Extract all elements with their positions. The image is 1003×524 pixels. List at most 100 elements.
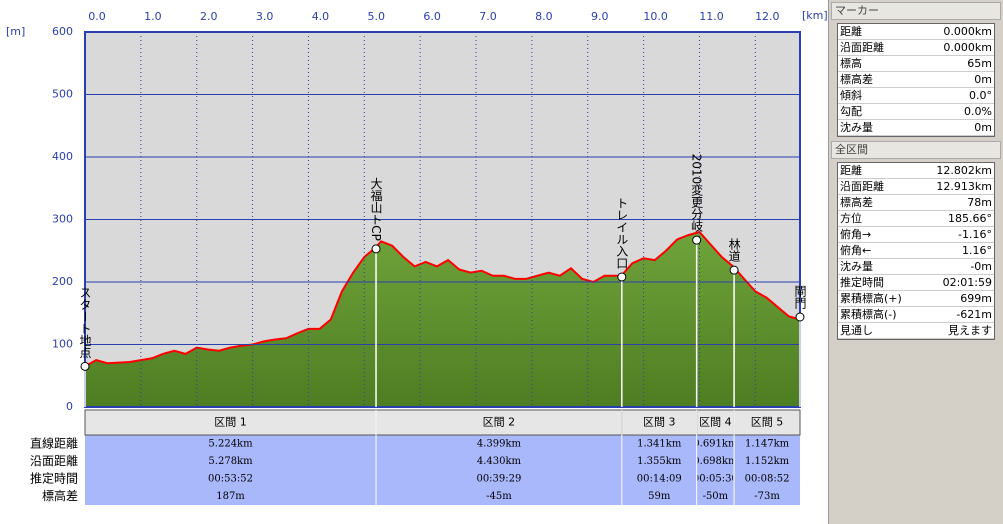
section-cell: 187m <box>216 491 245 502</box>
section-header-label: 区間 3 <box>643 416 676 429</box>
panel-value: 0m <box>974 73 992 86</box>
panel-label: 沿面距離 <box>840 180 884 193</box>
section-header-label: 区間 1 <box>214 416 247 429</box>
panel-row: 沈み量 0m <box>838 120 994 136</box>
side-panel: マーカー 距離 0.000km 沿面距離 0.000km 標高 65m 標高差 0m 傾斜 0.0… <box>828 0 1003 524</box>
x-tick-label: 11.0 <box>699 10 724 23</box>
panel-row: 距離 0.000km <box>838 24 994 40</box>
panel-row: 推定時間 02:01:59 <box>838 275 994 291</box>
panel-label: 沈み量 <box>840 260 873 273</box>
section-cell: 4.399km <box>477 438 522 449</box>
panel-value: 12.802km <box>936 164 992 177</box>
panel-label: 累積標高(+) <box>840 292 902 305</box>
marker-point <box>795 312 805 322</box>
section-cell: 1.355km <box>637 456 682 467</box>
section-header-label: 区間 4 <box>699 416 732 429</box>
section-cell: 5.278km <box>208 456 253 467</box>
x-tick-label: 0.0 <box>88 10 106 23</box>
y-tick-label: 300 <box>52 213 73 226</box>
plot-frame <box>84 31 801 408</box>
panel-value: -0m <box>970 260 992 273</box>
marker-table: 距離 0.000km 沿面距離 0.000km 標高 65m 標高差 0m 傾斜 0.0° 勾配 0.… <box>837 23 995 137</box>
panel-label: 沈み量 <box>840 121 873 134</box>
section-header <box>621 409 698 436</box>
section-cell: -45m <box>486 491 512 502</box>
section-cell: 00:39:29 <box>476 473 521 484</box>
section-cell: 0.691km <box>693 438 738 449</box>
panel-value: 78m <box>967 196 992 209</box>
panel-row: 見通し 見えます <box>838 323 994 339</box>
panel-value: -621m <box>956 308 992 321</box>
panel-label: 標高差 <box>840 196 873 209</box>
panel-label: 沿面距離 <box>840 41 884 54</box>
panel-label: 距離 <box>840 164 862 177</box>
y-tick-label: 400 <box>52 150 73 163</box>
y-tick-label: 0 <box>66 400 73 413</box>
panel-value: 0.000km <box>943 41 992 54</box>
section-cell: 00:08:52 <box>745 473 790 484</box>
row-label: 沿面距離 <box>30 454 78 468</box>
marker-label: 2010変更分岐 <box>690 154 704 233</box>
panel-label: 傾斜 <box>840 89 862 102</box>
y-tick-label: 500 <box>52 88 73 101</box>
panel-value: -1.16° <box>958 228 992 241</box>
panel-value: 699m <box>960 292 992 305</box>
row-label: 推定時間 <box>30 470 78 485</box>
panel-row: 標高差 0m <box>838 72 994 88</box>
section-cell: 1.341km <box>637 438 682 449</box>
panel-row: 沈み量 -0m <box>838 259 994 275</box>
x-tick-label: 8.0 <box>535 10 553 23</box>
marker-label: 閘門 <box>793 285 807 309</box>
x-tick-label: 12.0 <box>755 10 780 23</box>
row-label: 標高差 <box>42 488 78 503</box>
panel-row: 累積標高(+) 699m <box>838 291 994 307</box>
marker-label: 林道 <box>727 238 741 262</box>
x-tick-label: 1.0 <box>144 10 162 23</box>
y-tick-label: 200 <box>52 275 73 288</box>
marker-point <box>371 244 381 254</box>
x-tick-label: 4.0 <box>312 10 330 23</box>
panel-row: 累積標高(-) -621m <box>838 307 994 323</box>
panel-row: 沿面距離 12.913km <box>838 179 994 195</box>
panel-value: 見えます <box>948 324 992 337</box>
panel-title: マーカー <box>831 2 1001 20</box>
panel-row: 距離 12.802km <box>838 163 994 179</box>
panel-label: 標高 <box>840 57 862 70</box>
section-cell: 0.698km <box>693 456 738 467</box>
panel-row: 沿面距離 0.000km <box>838 40 994 56</box>
x-tick-label: 6.0 <box>423 10 441 23</box>
section-cell: 59m <box>648 491 671 502</box>
y-axis-label: [m] <box>6 25 25 38</box>
panel-value: 12.913km <box>936 180 992 193</box>
panel-value: 1.16° <box>962 244 992 257</box>
panel-row: 標高 65m <box>838 56 994 72</box>
row-label: 直線距離 <box>30 435 78 450</box>
x-tick-label: 9.0 <box>591 10 609 23</box>
panel-label: 方位 <box>840 212 862 225</box>
panel-title: 全区間 <box>831 141 1001 159</box>
panel-label: 勾配 <box>840 105 862 118</box>
x-tick-label: 3.0 <box>256 10 274 23</box>
section-cell: 4.430km <box>477 456 522 467</box>
section-header-label: 区間 5 <box>751 416 784 429</box>
marker-point <box>692 235 702 245</box>
profile-chart: [m] [km] 0 100 200 300 400 500 600 0.0 1.0 2.0 3.0… <box>6 9 828 505</box>
panel-row: 俯角→ -1.16° <box>838 227 994 243</box>
panel-label: 見通し <box>840 324 873 337</box>
marker-point <box>729 265 739 275</box>
panel-value: 02:01:59 <box>942 276 992 289</box>
panel-value: 0.0° <box>969 89 992 102</box>
marker-label: トレイル入口 <box>615 197 629 269</box>
x-tick-label: 5.0 <box>368 10 386 23</box>
section-cell: -50m <box>703 491 729 502</box>
section-cell: 1.152km <box>745 456 790 467</box>
panel-row: 傾斜 0.0° <box>838 88 994 104</box>
x-tick-label: 2.0 <box>200 10 218 23</box>
elevation-line <box>84 230 801 368</box>
panel-row: 俯角← 1.16° <box>838 243 994 259</box>
panel-label: 累積標高(-) <box>840 308 897 321</box>
section-header-label: 区間 2 <box>483 416 516 429</box>
section-cell: 00:14:09 <box>637 473 682 484</box>
panel-row: 方位 185.66° <box>838 211 994 227</box>
